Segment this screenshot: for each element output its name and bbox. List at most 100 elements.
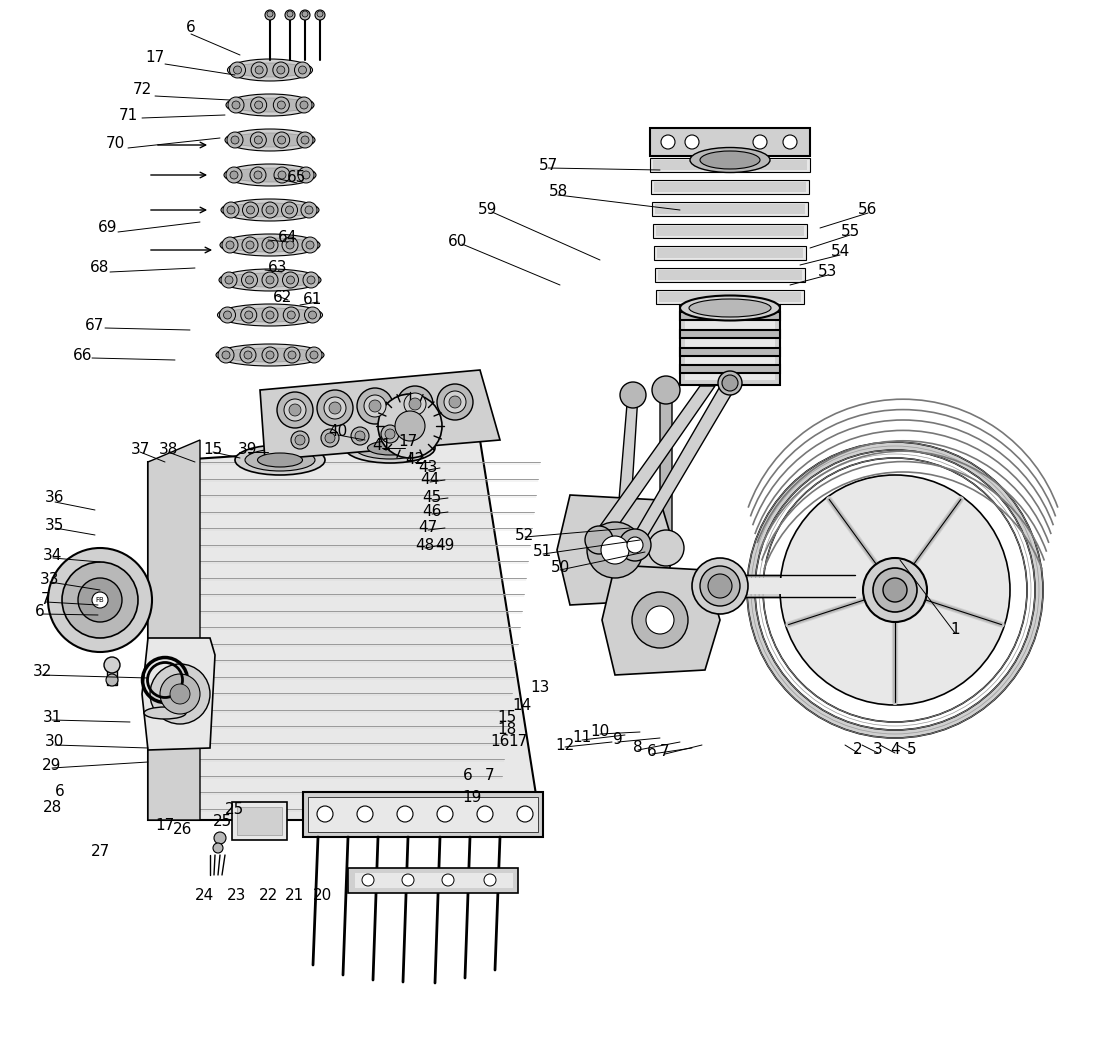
Circle shape — [755, 450, 1035, 730]
Text: 46: 46 — [422, 505, 441, 519]
Text: 7: 7 — [485, 767, 495, 783]
Bar — [652, 202, 808, 216]
Ellipse shape — [355, 437, 424, 459]
Circle shape — [646, 606, 674, 634]
Circle shape — [243, 202, 259, 218]
Circle shape — [62, 562, 138, 638]
Circle shape — [262, 307, 278, 323]
Ellipse shape — [217, 304, 323, 326]
Bar — [696, 578, 855, 594]
Circle shape — [287, 311, 296, 320]
Text: 58: 58 — [549, 184, 568, 200]
Text: 54: 54 — [830, 244, 850, 259]
Text: 47: 47 — [419, 521, 438, 535]
Text: 44: 44 — [420, 473, 440, 488]
Circle shape — [213, 843, 223, 853]
Bar — [659, 292, 801, 302]
Circle shape — [278, 171, 286, 179]
Text: 8: 8 — [633, 741, 643, 755]
Circle shape — [308, 311, 317, 320]
Text: 25: 25 — [213, 815, 232, 829]
Circle shape — [708, 574, 732, 598]
Circle shape — [267, 241, 274, 249]
Ellipse shape — [224, 164, 316, 186]
Text: 50: 50 — [550, 561, 570, 576]
Circle shape — [317, 390, 353, 426]
Circle shape — [240, 347, 256, 363]
Ellipse shape — [220, 269, 321, 291]
Text: 41: 41 — [372, 438, 392, 454]
Bar — [680, 330, 780, 338]
Ellipse shape — [235, 445, 325, 475]
Polygon shape — [628, 383, 738, 545]
Circle shape — [226, 167, 242, 183]
Circle shape — [92, 592, 108, 608]
Text: 17: 17 — [146, 51, 165, 66]
Circle shape — [225, 276, 233, 284]
Ellipse shape — [226, 94, 314, 116]
Circle shape — [302, 237, 318, 253]
Circle shape — [449, 396, 461, 408]
Circle shape — [273, 62, 289, 78]
Bar — [108, 665, 116, 685]
Circle shape — [286, 241, 293, 249]
Circle shape — [78, 578, 122, 622]
Circle shape — [262, 202, 278, 218]
Ellipse shape — [230, 98, 310, 112]
Circle shape — [245, 276, 253, 284]
Circle shape — [262, 237, 278, 253]
Circle shape — [231, 136, 239, 144]
Circle shape — [221, 272, 237, 288]
Circle shape — [300, 10, 310, 20]
Circle shape — [295, 435, 305, 445]
Circle shape — [317, 806, 333, 822]
Text: FB: FB — [95, 597, 104, 603]
Circle shape — [601, 536, 629, 564]
Circle shape — [763, 458, 1027, 722]
Circle shape — [251, 62, 268, 78]
Text: 31: 31 — [43, 711, 62, 726]
Text: 60: 60 — [448, 235, 468, 250]
Polygon shape — [615, 393, 638, 552]
Text: 1: 1 — [950, 622, 960, 638]
Text: 40: 40 — [328, 424, 347, 439]
Text: 43: 43 — [418, 460, 438, 475]
Circle shape — [244, 351, 252, 359]
Ellipse shape — [144, 707, 186, 719]
Text: 70: 70 — [105, 135, 124, 150]
Circle shape — [484, 874, 496, 886]
Bar — [696, 574, 855, 597]
Circle shape — [48, 548, 152, 652]
Polygon shape — [876, 616, 933, 685]
Circle shape — [306, 241, 314, 249]
Text: 45: 45 — [422, 491, 441, 506]
Circle shape — [619, 529, 651, 561]
Circle shape — [273, 97, 289, 113]
Bar — [680, 348, 780, 355]
Ellipse shape — [220, 348, 320, 362]
Bar — [680, 305, 780, 385]
Ellipse shape — [245, 449, 315, 471]
Text: 29: 29 — [43, 758, 62, 772]
Circle shape — [297, 132, 312, 148]
Circle shape — [262, 272, 278, 288]
Circle shape — [305, 307, 320, 323]
Text: 28: 28 — [43, 801, 62, 816]
Circle shape — [284, 10, 295, 20]
Ellipse shape — [345, 433, 435, 463]
Text: 26: 26 — [174, 822, 193, 838]
Circle shape — [402, 874, 414, 886]
Text: 19: 19 — [463, 790, 482, 805]
Text: 20: 20 — [314, 888, 333, 902]
Circle shape — [250, 167, 267, 183]
Text: 15: 15 — [204, 442, 223, 457]
Text: 72: 72 — [132, 83, 151, 97]
Text: 16: 16 — [491, 734, 510, 749]
Text: 18: 18 — [497, 723, 516, 737]
Ellipse shape — [221, 199, 319, 221]
Text: 71: 71 — [119, 108, 138, 123]
Circle shape — [627, 537, 643, 553]
Circle shape — [273, 132, 290, 148]
Polygon shape — [142, 638, 215, 750]
Circle shape — [381, 425, 399, 443]
